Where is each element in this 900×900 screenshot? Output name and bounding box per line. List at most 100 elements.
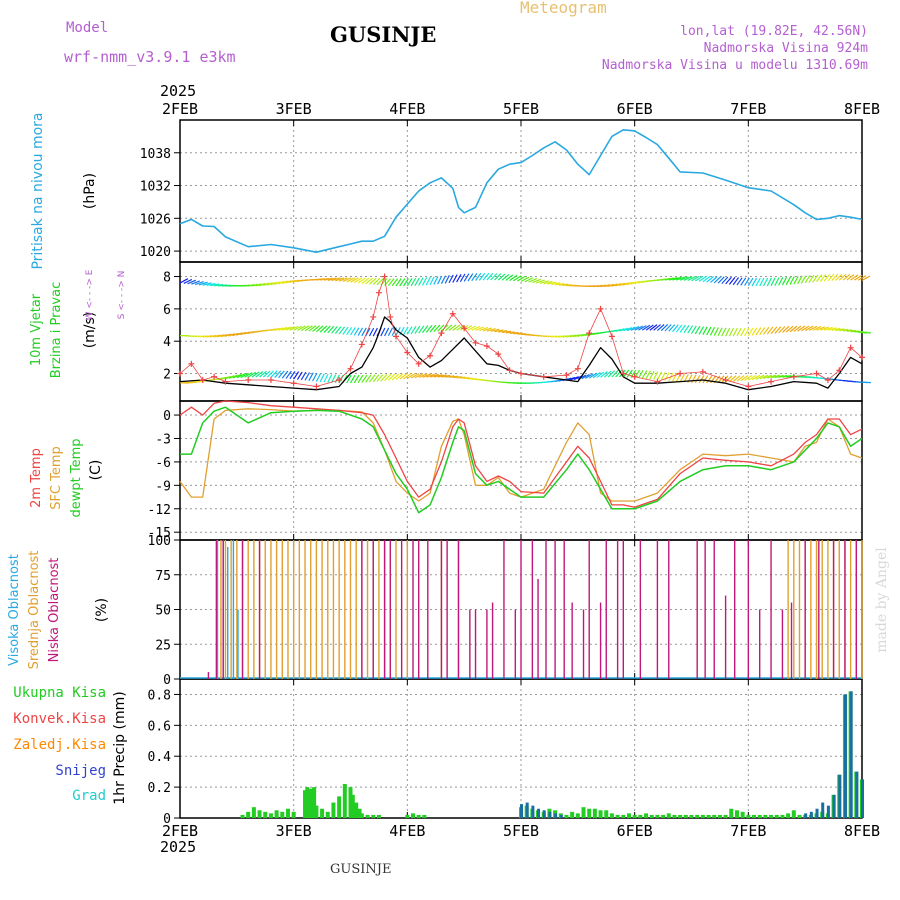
wind-vector-arrow (748, 374, 757, 381)
wind-vector-arrow (637, 370, 644, 379)
temp-title-dewpt: dewpt Temp (69, 438, 84, 517)
wind-vector-arrow (585, 373, 594, 379)
precip-bar-total (268, 813, 273, 818)
wind-vector-arrow (690, 374, 697, 384)
precip-bar-total (325, 811, 330, 818)
wind-vector-arrow (410, 277, 417, 287)
precip-bar-total (359, 813, 364, 818)
wind-vector-arrow (535, 279, 545, 284)
x-tick-label-bottom: 7FEB (730, 822, 766, 840)
precip-bar-total (695, 814, 700, 818)
precip-bar-snow (554, 813, 558, 818)
wind-vector-arrow (683, 276, 693, 281)
wind-vector-arrow (713, 276, 722, 284)
wind-vector-arrow (676, 276, 686, 281)
model-name: wrf-nmm_v3.9.1 e3km (64, 48, 236, 66)
wind-vector-arrow (361, 327, 367, 337)
wind-vector-arrow (486, 272, 494, 281)
wind-vector-arrow (850, 274, 859, 281)
wind-vector-arrow (763, 326, 770, 335)
wind-vector-arrow (247, 371, 257, 378)
wind-title-line1: 10m Vjetar (29, 293, 44, 366)
wind-vector-arrow (395, 373, 404, 380)
wind-vector-arrow (732, 277, 740, 286)
wind-compass-sn: S <- - -> N (117, 271, 127, 320)
wind-vector-arrow (808, 274, 815, 283)
wind-ylabel: (m/s) (82, 312, 98, 349)
wind-vector-arrow (690, 325, 697, 334)
wind-vector-arrow (478, 272, 486, 281)
precip-bar-total (564, 814, 569, 818)
clouds-ytick-label: 100 (148, 534, 171, 549)
precip-bar-snow (559, 814, 563, 818)
wind-vector-arrow (433, 276, 439, 285)
wind-vector-arrow (456, 324, 465, 331)
wind-vector-arrow (778, 326, 786, 334)
precip-bar-total (655, 814, 660, 818)
wind-vector-arrow (251, 371, 260, 378)
wind-vector-arrow (198, 281, 208, 286)
wind-vector-arrow (520, 276, 530, 282)
wind-vector-arrow (656, 371, 663, 381)
wind-vector-arrow (778, 277, 784, 286)
wind-vector-arrow (498, 329, 508, 333)
wind-vector-arrow (346, 374, 352, 384)
precip-bar-total (609, 813, 614, 818)
wind-vector-arrow (448, 375, 459, 378)
wind-vector-arrow (206, 282, 216, 287)
wind-vector-arrow (191, 280, 200, 285)
wind-vector-arrow (789, 276, 795, 285)
precip-bar-total (763, 814, 768, 818)
wind-vector-arrow (486, 328, 496, 332)
clouds-ytick-label: 75 (155, 569, 171, 584)
wind-vector-arrow (547, 281, 557, 285)
wind-vector-arrow (452, 274, 458, 283)
precip-bar-snow (809, 811, 813, 818)
wind-vector-arrow (403, 278, 409, 287)
wind-vector-arrow (804, 325, 814, 332)
precip-ytick-label: 0.6 (148, 719, 171, 734)
wind-vector-arrow (335, 277, 345, 282)
wind-vector-arrow (418, 373, 428, 379)
wind-vector-arrow (331, 277, 341, 282)
wind-vector-arrow (229, 333, 239, 336)
wind-vector-arrow (479, 326, 488, 332)
wind-vector-arrow (304, 372, 311, 381)
wind-vector-arrow (452, 324, 461, 331)
wind-vector-arrow (645, 370, 651, 379)
wind-vector-arrow (762, 277, 769, 287)
station-title: GUSINJE (330, 22, 437, 47)
pressure-ytick-label: 1020 (140, 245, 171, 260)
precip-bar-total (626, 813, 631, 818)
wind-vector-arrow (668, 277, 678, 281)
temperature-ytick-label: -12 (148, 503, 171, 518)
wind-vector-arrow (278, 326, 288, 331)
temperature-panel: 0 -3 -6 -9 -12 -15 (148, 400, 863, 541)
wind-vector-arrow (785, 276, 791, 286)
wind-vector-arrow (846, 329, 856, 332)
precip-legend-grad: Grad (72, 788, 106, 804)
cloud-title-mid: Srednja Oblacnost (27, 551, 42, 670)
wind-vector-arrow (835, 328, 845, 332)
wind-vector-arrow (649, 370, 655, 380)
precip-bar-total (723, 814, 728, 818)
wind-vector-arrow (490, 328, 500, 332)
wind-vector-arrow (410, 373, 420, 379)
wind-vector-arrow (774, 277, 780, 286)
wind-vector-arrow (823, 273, 831, 282)
wind-vector-arrow (278, 281, 288, 284)
precip-bar-snow (832, 794, 836, 818)
wind-vector-arrow (319, 325, 328, 333)
wind-vector-arrow (391, 373, 400, 381)
precip-bar-snow (843, 694, 847, 818)
precip-bar-snow (804, 813, 808, 818)
wind-vector-arrow (225, 375, 235, 380)
wind-compass-we: W <- - -> E (85, 269, 95, 320)
wind-vector-arrow (425, 324, 433, 333)
wind-vector-arrow (770, 326, 778, 335)
wind-vector-arrow (467, 325, 477, 331)
wind-vector-arrow (555, 282, 565, 286)
wind-vector-arrow (770, 277, 776, 287)
precip-bar-total (621, 814, 626, 818)
wind-vector-arrow (312, 372, 318, 382)
